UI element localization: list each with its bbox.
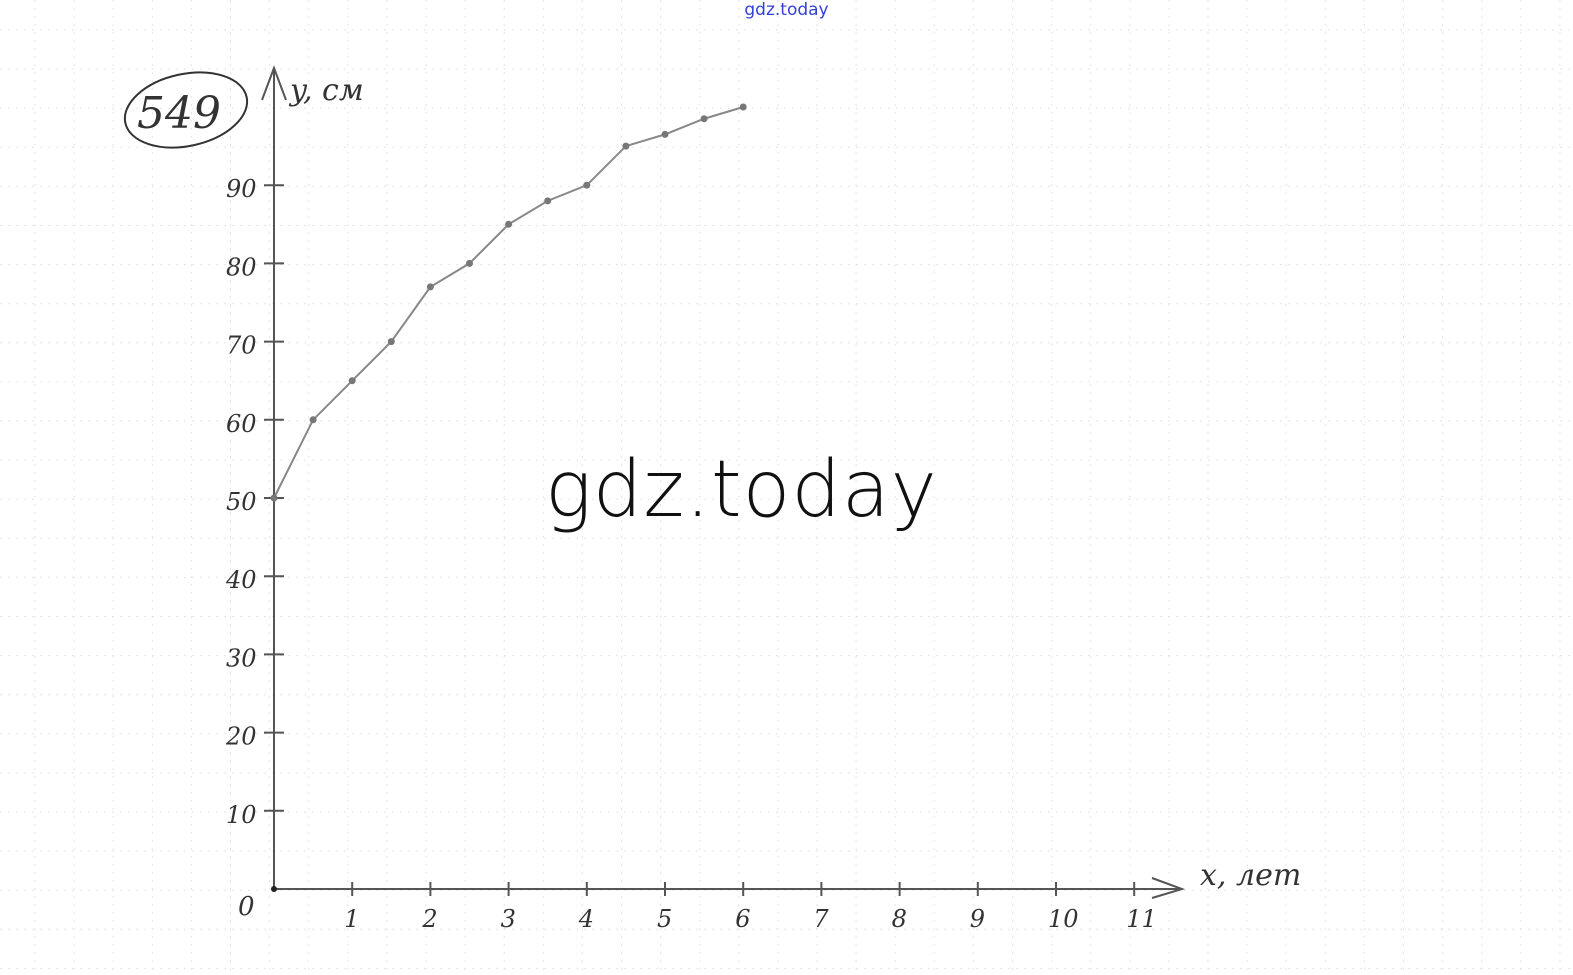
data-point <box>622 142 630 150</box>
watermark-center: gdz.today <box>545 445 938 535</box>
x-axis-label: x, лет <box>1200 858 1301 893</box>
y-tick-label: 10 <box>226 801 257 829</box>
x-tick-label: 7 <box>813 905 829 933</box>
data-point <box>466 259 473 267</box>
y-axis-label: y, см <box>288 73 364 108</box>
origin-label: 0 <box>238 892 255 922</box>
x-tick-label: 4 <box>578 905 594 933</box>
data-point <box>661 130 669 138</box>
y-tick-label: 70 <box>226 332 257 360</box>
data-point <box>583 181 591 189</box>
y-axis-arrow <box>261 65 287 101</box>
points <box>270 103 747 502</box>
data-point <box>387 338 395 346</box>
y-tick-label: 90 <box>226 175 257 203</box>
x-axis-arrow <box>1151 877 1186 899</box>
x-tick-label: 8 <box>892 905 907 933</box>
data-point <box>348 377 356 385</box>
y-tick-label: 20 <box>225 723 257 751</box>
origin-point <box>271 886 277 892</box>
y-tick-label: 50 <box>226 488 257 516</box>
y-tick-label: 80 <box>226 253 257 281</box>
x-tick-label: 11 <box>1126 905 1157 933</box>
x-tick-label: 3 <box>501 905 516 933</box>
x-tick-label: 9 <box>970 905 985 933</box>
data-point <box>426 283 434 291</box>
series-line <box>273 106 744 499</box>
x-tick-label: 1 <box>344 905 359 933</box>
ticks: 1 2 3 4 5 6 7 8 9 10 11 10 20 30 40 50 60 70 80 90 <box>225 175 1157 933</box>
data-point <box>700 115 708 123</box>
x-tick-label: 10 <box>1048 905 1079 933</box>
x-tick-label: 2 <box>421 905 437 933</box>
x-tick-label: 5 <box>657 905 672 933</box>
data-point <box>270 494 278 502</box>
y-tick-label: 40 <box>225 566 257 594</box>
problem-number-text: 549 <box>137 88 221 139</box>
data-point <box>309 416 317 424</box>
y-tick-label: 30 <box>226 644 257 672</box>
axes <box>261 65 1186 899</box>
watermark-top: gdz.today <box>744 0 829 20</box>
data-point <box>505 220 513 228</box>
data-point <box>544 197 552 205</box>
data-point <box>739 103 747 111</box>
y-tick-label: 60 <box>226 410 257 438</box>
problem-number: 549 <box>123 71 249 149</box>
x-tick-label: 6 <box>735 905 750 933</box>
